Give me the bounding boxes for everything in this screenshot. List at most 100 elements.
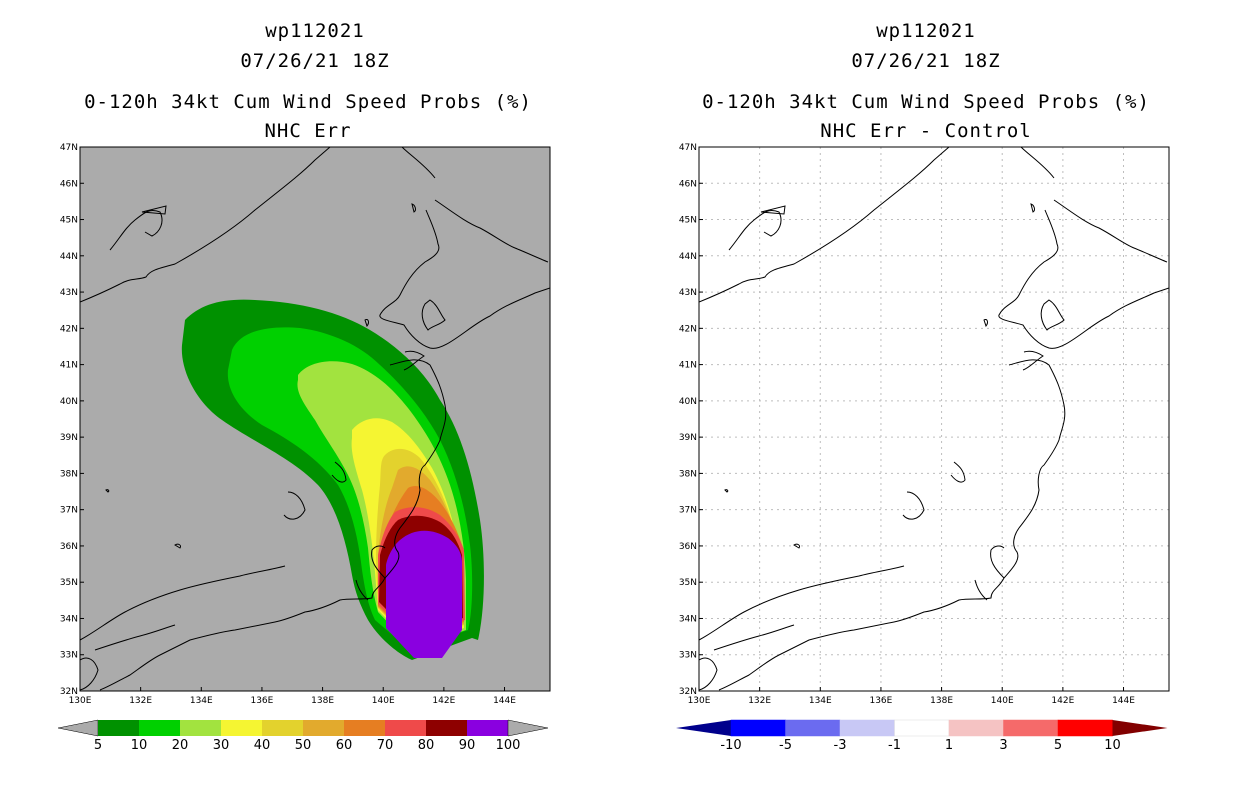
colorbar-label: 80 bbox=[418, 738, 435, 753]
y-tick-label: 35N bbox=[679, 578, 697, 588]
right-map bbox=[699, 147, 1169, 691]
colorbar-under-triangle bbox=[57, 719, 99, 737]
left-title: 0-120h 34kt Cum Wind Speed Probs (%) bbox=[84, 91, 532, 113]
y-tick-label: 38N bbox=[679, 469, 697, 479]
colorbar-label: 5 bbox=[1054, 738, 1062, 753]
colorbar-swatch bbox=[1057, 719, 1113, 737]
colorbar-label: -1 bbox=[888, 738, 901, 753]
colorbar-swatch bbox=[730, 719, 786, 737]
x-tick-label: 134E bbox=[190, 696, 213, 706]
left-subtitle: NHC Err bbox=[264, 120, 351, 142]
x-tick-label: 130E bbox=[688, 696, 711, 706]
y-tick-label: 45N bbox=[679, 216, 697, 226]
y-tick-label: 44N bbox=[679, 252, 697, 262]
x-tick-label: 136E bbox=[869, 696, 892, 706]
colorbar-swatch bbox=[385, 720, 426, 736]
y-tick-label: 36N bbox=[60, 542, 78, 552]
y-tick-label: 37N bbox=[679, 506, 697, 516]
x-tick-label: 134E bbox=[809, 696, 832, 706]
y-tick-label: 43N bbox=[60, 288, 78, 298]
x-tick-label: 138E bbox=[311, 696, 334, 706]
colorbar-swatch bbox=[303, 720, 344, 736]
right-map-background bbox=[699, 147, 1169, 691]
right-x-ticks: 130E 132E 134E 136E 138E 140E 142E 144E bbox=[688, 687, 1135, 706]
x-tick-label: 142E bbox=[432, 696, 455, 706]
x-tick-label: 144E bbox=[493, 696, 516, 706]
y-tick-label: 34N bbox=[679, 614, 697, 624]
colorbar-label: 60 bbox=[336, 738, 353, 753]
colorbar-swatch bbox=[426, 720, 467, 736]
left-map bbox=[80, 147, 550, 691]
colorbar-label: 70 bbox=[377, 738, 394, 753]
prob-contour-100 bbox=[386, 530, 462, 658]
y-tick-label: 32N bbox=[60, 687, 78, 697]
y-tick-label: 46N bbox=[60, 179, 78, 189]
colorbar-under-triangle bbox=[676, 720, 731, 736]
colorbar-label: 20 bbox=[172, 738, 189, 753]
right-title: 0-120h 34kt Cum Wind Speed Probs (%) bbox=[702, 91, 1150, 113]
y-tick-label: 39N bbox=[679, 433, 697, 443]
y-tick-label: 40N bbox=[60, 397, 78, 407]
x-tick-label: 138E bbox=[930, 696, 953, 706]
colorbar-label: 40 bbox=[254, 738, 271, 753]
colorbar-label: 3 bbox=[999, 738, 1007, 753]
right-panel: wp112021 07/26/21 18Z 0-120h 34kt Cum Wi… bbox=[676, 20, 1170, 753]
right-map-frame bbox=[698, 146, 1170, 692]
x-tick-label: 132E bbox=[129, 696, 152, 706]
y-tick-label: 33N bbox=[679, 651, 697, 661]
colorbar-swatch bbox=[180, 720, 221, 736]
colorbar-over-triangle bbox=[1112, 720, 1168, 736]
colorbar-label: -5 bbox=[779, 738, 792, 753]
colorbar-label: 10 bbox=[131, 738, 148, 753]
right-y-ticks: 32N 33N 34N 35N 36N 37N 38N 39N 40N 41N 42N 43N 44N 4… bbox=[679, 143, 703, 697]
colorbar-swatch bbox=[894, 719, 950, 737]
left-datetime: 07/26/21 18Z bbox=[240, 50, 389, 72]
y-tick-label: 33N bbox=[60, 651, 78, 661]
colorbar-swatch bbox=[785, 719, 841, 737]
colorbar-label: 10 bbox=[1104, 738, 1121, 753]
colorbar-label: 1 bbox=[945, 738, 953, 753]
y-tick-label: 40N bbox=[679, 397, 697, 407]
colorbar-swatch bbox=[221, 720, 262, 736]
colorbar-label: 50 bbox=[295, 738, 312, 753]
colorbar-swatch bbox=[1003, 719, 1059, 737]
y-tick-label: 46N bbox=[679, 179, 697, 189]
y-tick-label: 37N bbox=[60, 506, 78, 516]
left-storm-id: wp112021 bbox=[265, 20, 365, 42]
y-tick-label: 45N bbox=[60, 216, 78, 226]
y-tick-label: 39N bbox=[60, 433, 78, 443]
left-map-frame bbox=[79, 146, 551, 692]
left-panel: wp112021 07/26/21 18Z 0-120h 34kt Cum Wi… bbox=[57, 20, 551, 753]
colorbar-label: -3 bbox=[834, 738, 847, 753]
colorbar-swatch bbox=[467, 720, 508, 736]
colorbar-label: 5 bbox=[94, 738, 102, 753]
right-gridlines bbox=[699, 147, 1169, 691]
y-tick-label: 34N bbox=[60, 614, 78, 624]
x-tick-label: 140E bbox=[372, 696, 395, 706]
colorbar-label: 30 bbox=[213, 738, 230, 753]
y-tick-label: 43N bbox=[679, 288, 697, 298]
x-tick-label: 130E bbox=[69, 696, 92, 706]
left-y-ticks: 32N 33N 34N 35N 36N 37N 38N 39N 40N 41N 42N 43N 44N 4… bbox=[60, 143, 84, 697]
x-tick-label: 140E bbox=[991, 696, 1014, 706]
y-tick-label: 42N bbox=[60, 324, 78, 334]
x-tick-label: 144E bbox=[1112, 696, 1135, 706]
y-tick-label: 36N bbox=[679, 542, 697, 552]
colorbar-label: 100 bbox=[496, 738, 521, 753]
y-tick-label: 47N bbox=[60, 143, 78, 153]
x-tick-label: 132E bbox=[748, 696, 771, 706]
colorbar-over-triangle bbox=[507, 719, 549, 737]
right-storm-id: wp112021 bbox=[876, 20, 976, 42]
right-datetime: 07/26/21 18Z bbox=[851, 50, 1000, 72]
colorbar-swatch bbox=[139, 720, 180, 736]
left-colorbar: 5 10 20 30 40 50 60 70 80 90 100 bbox=[57, 719, 549, 753]
y-tick-label: 42N bbox=[679, 324, 697, 334]
right-colorbar: -10 -5 -3 -1 1 3 5 10 bbox=[676, 719, 1168, 753]
y-tick-label: 32N bbox=[679, 687, 697, 697]
colorbar-swatch bbox=[948, 719, 1004, 737]
colorbar-swatch bbox=[262, 720, 303, 736]
x-tick-label: 142E bbox=[1051, 696, 1074, 706]
y-tick-label: 44N bbox=[60, 252, 78, 262]
colorbar-swatch bbox=[839, 719, 895, 737]
